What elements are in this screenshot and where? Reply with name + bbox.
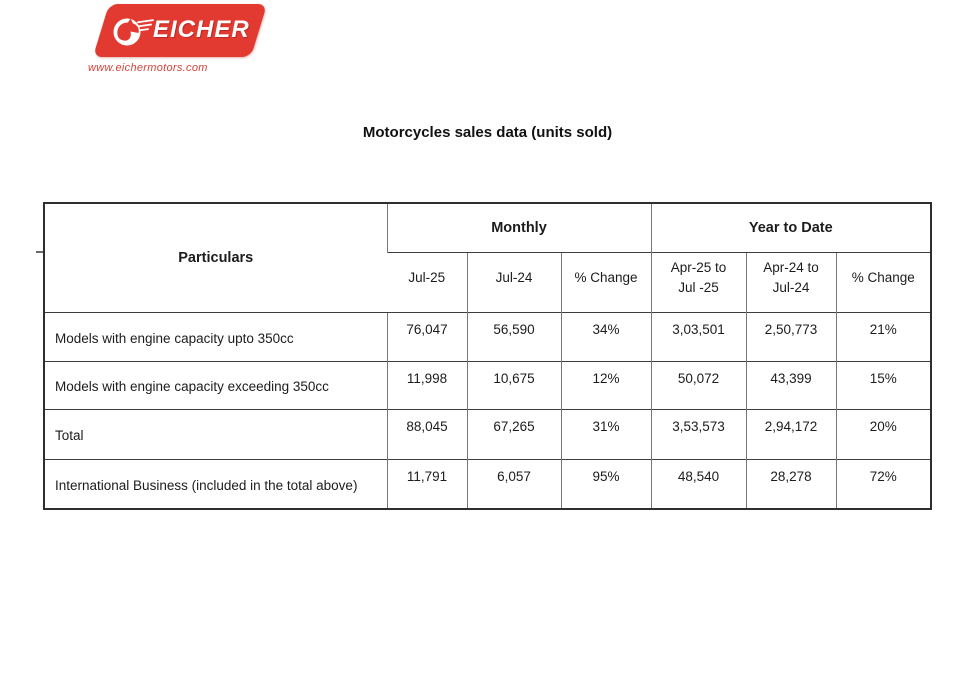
cell-value: 56,590 (466, 311, 561, 361)
cell-value: 15% (835, 360, 932, 409)
cell-value: 88,045 (386, 408, 467, 459)
cell-value: 48,540 (650, 458, 746, 509)
table-row: Models with engine capacity exceeding 35… (44, 360, 932, 409)
cell-value: 28,278 (745, 458, 836, 509)
row-label: Models with engine capacity exceeding 35… (44, 360, 387, 409)
eicher-logo: EICHER (92, 4, 268, 57)
column-header-ytd-pct-change: % Change (835, 251, 932, 312)
table-row: International Business (included in the … (44, 458, 932, 509)
cell-value: 11,998 (386, 360, 467, 409)
cell-value: 95% (560, 458, 651, 509)
column-header-jul-24: Jul-24 (466, 251, 561, 312)
table-row: Total 88,045 67,265 31% 3,53,573 2,94,17… (44, 408, 932, 459)
cell-value: 20% (835, 408, 932, 459)
cell-value: 76,047 (386, 311, 467, 361)
group-header-monthly: Monthly (386, 202, 651, 252)
table-row: Models with engine capacity upto 350cc 7… (44, 311, 932, 361)
table-sub-header-row: Jul-25 Jul-24 % Change Apr-25 to Jul -25… (44, 251, 932, 312)
column-header-particulars: Particulars (44, 202, 387, 312)
row-label: Models with engine capacity upto 350cc (44, 311, 387, 361)
cell-value: 34% (560, 311, 651, 361)
row-label: Total (44, 408, 387, 459)
group-header-year-to-date: Year to Date (650, 202, 932, 252)
sales-data-table: Particulars Monthly Year to Date Jul-25 … (43, 202, 933, 510)
cell-value: 6,057 (466, 458, 561, 509)
cell-value: 2,94,172 (745, 408, 836, 459)
cell-value: 50,072 (650, 360, 746, 409)
page-title: Motorcycles sales data (units sold) (362, 124, 613, 141)
cell-value: 12% (560, 360, 651, 409)
cell-value: 3,03,501 (650, 311, 746, 361)
column-header-apr24-jul24: Apr-24 to Jul-24 (745, 251, 836, 312)
scan-artifact-tick (36, 251, 43, 253)
horse-head-icon (113, 18, 154, 46)
cell-value: 21% (835, 311, 932, 361)
cell-value: 72% (835, 458, 932, 509)
cell-value: 2,50,773 (745, 311, 836, 361)
column-header-monthly-pct-change: % Change (560, 251, 651, 312)
eicher-brand-text: EICHER (153, 16, 250, 43)
column-header-apr25-jul25: Apr-25 to Jul -25 (650, 251, 746, 312)
column-header-jul-25: Jul-25 (387, 251, 467, 312)
cell-value: 43,399 (745, 360, 836, 409)
cell-value: 31% (560, 408, 651, 459)
eicher-website-url: www.eichermotors.com (88, 62, 208, 74)
cell-value: 67,265 (466, 408, 561, 459)
cell-value: 3,53,573 (650, 408, 746, 459)
cell-value: 11,791 (386, 458, 467, 509)
table-group-header-row: Particulars Monthly Year to Date (44, 202, 932, 312)
cell-value: 10,675 (466, 360, 561, 409)
row-label: International Business (included in the … (44, 458, 387, 509)
eicher-logo-inner: EICHER (101, 4, 259, 57)
